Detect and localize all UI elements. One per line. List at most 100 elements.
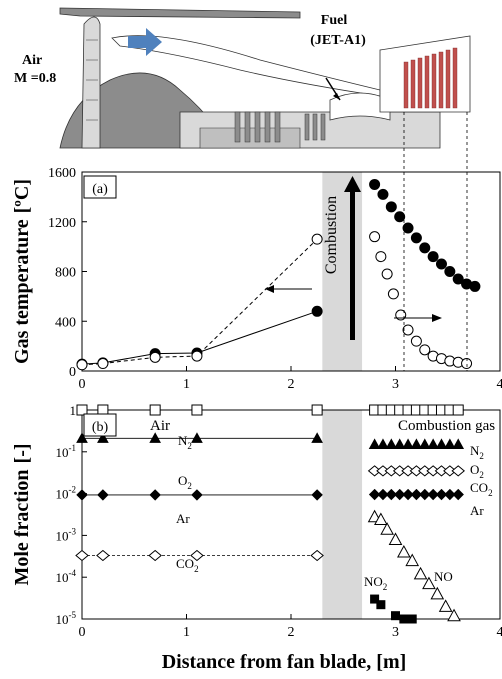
data-point <box>369 178 381 190</box>
data-point <box>419 344 431 356</box>
data-point <box>451 465 465 477</box>
y-axis-title-text: Gas temperature <box>11 219 33 364</box>
data-point <box>402 324 414 336</box>
mach-label: M =0.8 <box>14 71 56 86</box>
y-tick-label: 10-5 <box>56 610 77 627</box>
x-tick-label: 4 <box>497 377 502 392</box>
data-point <box>388 532 403 545</box>
data-markers <box>75 404 465 624</box>
data-point <box>377 188 389 200</box>
tick-labels: 0 1 2 3 4 1 10-1 10-2 10-3 10-4 10-5 <box>56 403 502 640</box>
data-point <box>447 608 461 622</box>
combustion-arrow-head <box>344 176 361 192</box>
data-point <box>377 438 389 449</box>
data-point <box>380 522 394 535</box>
air-label: Air <box>22 53 42 68</box>
data-point <box>444 488 456 501</box>
x-tick-label: 1 <box>183 377 190 392</box>
data-point <box>410 232 422 244</box>
engine-casing-top <box>59 7 301 19</box>
data-point <box>410 335 422 347</box>
data-point <box>419 488 431 501</box>
data-point <box>149 489 161 501</box>
data-point <box>427 438 439 449</box>
y-tick-label: 1600 <box>48 166 76 181</box>
data-point <box>368 438 381 449</box>
data-point <box>149 432 161 443</box>
fan-blade <box>81 16 101 149</box>
right-pointer-head <box>432 314 442 322</box>
y-tick-label: 10-2 <box>56 485 77 502</box>
fuel-type-label: (JET-A1) <box>310 33 366 48</box>
data-point <box>418 438 431 449</box>
series-lines <box>82 409 318 556</box>
plot-frame <box>81 171 501 372</box>
airflow-arrow <box>128 28 162 56</box>
data-point <box>399 614 409 624</box>
data-point <box>385 488 398 501</box>
data-point <box>452 404 464 416</box>
data-point <box>461 358 473 370</box>
y-tick-label: 10-3 <box>56 526 77 543</box>
compressor-blades <box>234 111 326 143</box>
data-point <box>369 231 381 243</box>
data-point <box>96 549 110 562</box>
data-markers <box>76 178 481 371</box>
x-tick-label: 0 <box>79 377 86 392</box>
data-point <box>385 438 398 449</box>
data-point <box>435 488 448 501</box>
data-point <box>430 586 445 600</box>
species-label: Ar <box>470 503 484 518</box>
y-axis-title: Gas temperature [ºC] <box>11 179 33 364</box>
data-point <box>393 488 406 501</box>
y-axis-title: Mole fraction [-] <box>11 443 33 585</box>
y-axis-unit: [-] <box>11 443 33 463</box>
fuel-injector-arrowhead <box>333 93 340 100</box>
data-point <box>191 432 203 443</box>
data-point <box>402 438 414 449</box>
data-point <box>76 359 88 371</box>
y-tick-label: 800 <box>55 266 76 281</box>
x-tick-label: 4 <box>497 625 502 640</box>
data-point <box>469 280 481 292</box>
y-tick-label: 0 <box>69 365 76 380</box>
data-point <box>148 549 162 562</box>
data-point <box>452 438 465 449</box>
data-point <box>427 488 439 501</box>
species-label: NO2 <box>364 574 387 592</box>
species-label: CO2 <box>176 556 199 574</box>
panel-label-box <box>83 413 117 437</box>
tick-marks <box>81 171 501 372</box>
y-axis-unit: [ºC] <box>11 179 33 213</box>
data-point <box>444 266 456 277</box>
y-tick-label: 1 <box>70 403 77 418</box>
data-point <box>381 268 393 280</box>
panel-label-box <box>83 175 117 199</box>
x-tick-label: 0 <box>79 625 86 640</box>
data-point <box>375 251 387 263</box>
data-point <box>443 438 456 449</box>
data-point <box>368 488 381 501</box>
turbine-hot-section <box>379 35 471 113</box>
y-tick-label: 10-1 <box>56 443 77 460</box>
data-point <box>376 600 386 610</box>
y-tick-label: 10-4 <box>56 568 77 585</box>
data-point <box>191 489 203 501</box>
x-tick-label: 2 <box>288 625 295 640</box>
air-region-label: Air <box>150 418 170 434</box>
data-point <box>377 488 389 501</box>
data-point <box>191 350 203 362</box>
data-point <box>387 288 399 300</box>
data-point <box>435 438 448 449</box>
species-label: Ar <box>176 511 190 526</box>
data-point <box>76 404 88 416</box>
data-point <box>311 305 323 317</box>
data-point <box>427 251 439 263</box>
engine-schematic: Air M =0.8 Fuel (JET-A1) <box>14 7 471 149</box>
combustion-band <box>322 410 363 619</box>
data-point <box>410 488 423 501</box>
data-point <box>190 549 204 562</box>
species-label: O2 <box>178 473 192 491</box>
x-tick-label: 1 <box>183 625 190 640</box>
